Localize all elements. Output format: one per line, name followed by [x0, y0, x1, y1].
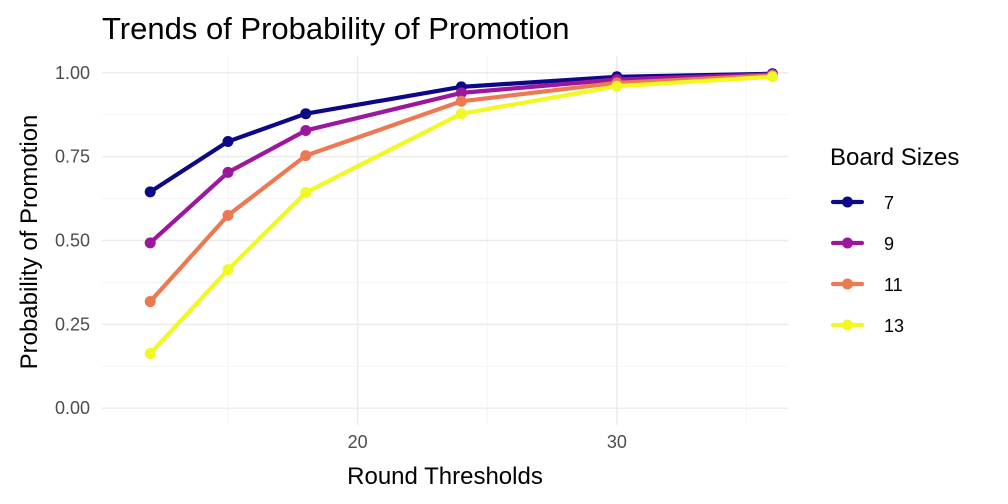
- legend-key-point: [842, 319, 853, 331]
- grid: [102, 56, 788, 425]
- series-9: [144, 68, 778, 249]
- data-point: [300, 124, 312, 136]
- legend-item-9: 9: [830, 234, 894, 254]
- y-axis-title: Probability of Promotion: [16, 115, 43, 370]
- legend-key-point: [842, 278, 853, 290]
- y-tick-label: 0.00: [55, 398, 90, 418]
- data-point: [766, 71, 778, 83]
- y-tick-label: 1.00: [55, 63, 90, 83]
- data-point: [222, 209, 234, 221]
- y-tick-label: 0.75: [55, 147, 90, 167]
- data-point: [222, 264, 234, 276]
- series-13: [144, 71, 778, 360]
- data-point: [144, 348, 156, 360]
- legend-item-13: 13: [830, 316, 904, 336]
- legend-key-point: [842, 196, 853, 208]
- legend-key-point: [842, 237, 853, 249]
- legend-label: 11: [884, 275, 903, 295]
- legend-item-11: 11: [830, 275, 903, 295]
- legend-label: 9: [884, 234, 894, 254]
- x-axis-ticks: 20 30: [348, 432, 627, 452]
- data-point: [455, 87, 467, 99]
- legend-item-7: 7: [830, 193, 894, 213]
- data-point: [300, 108, 312, 120]
- x-tick-label: 20: [348, 432, 368, 452]
- series-line: [148, 72, 775, 245]
- data-point: [300, 187, 312, 199]
- data-point: [222, 166, 234, 178]
- legend-items: 7 9 11 13: [830, 193, 904, 336]
- legend: Board Sizes 7 9 11 13: [830, 144, 959, 336]
- y-axis-ticks: 0.00 0.25 0.50 0.75 1.00: [55, 63, 90, 418]
- data-point: [144, 296, 156, 308]
- data-point: [611, 80, 623, 92]
- data-point: [144, 186, 156, 198]
- series-11: [144, 69, 778, 308]
- series-line: [148, 74, 775, 356]
- series-line: [148, 73, 775, 304]
- chart-title: Trends of Probability of Promotion: [102, 11, 570, 46]
- data-point: [144, 237, 156, 249]
- legend-label: 13: [884, 316, 904, 336]
- y-tick-label: 0.50: [55, 231, 90, 251]
- legend-label: 7: [884, 193, 894, 213]
- y-tick-label: 0.25: [55, 314, 90, 334]
- data-point: [455, 95, 467, 107]
- x-axis-title: Round Thresholds: [347, 463, 543, 490]
- series-line: [148, 71, 775, 194]
- x-tick-label: 30: [607, 432, 627, 452]
- legend-title: Board Sizes: [830, 144, 959, 171]
- data-point: [455, 108, 467, 120]
- data-point: [222, 136, 234, 148]
- series-group: [144, 68, 778, 360]
- data-point: [300, 150, 312, 162]
